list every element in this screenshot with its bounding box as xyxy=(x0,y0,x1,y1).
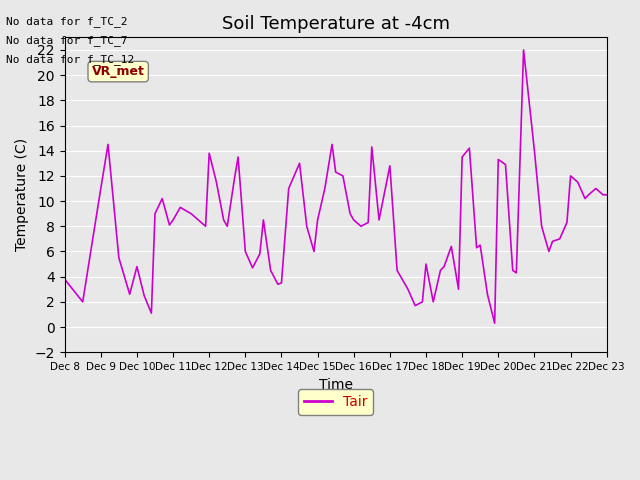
Text: No data for f_TC_7: No data for f_TC_7 xyxy=(6,35,128,46)
Title: Soil Temperature at -4cm: Soil Temperature at -4cm xyxy=(221,15,450,33)
Text: No data for f_TC_2: No data for f_TC_2 xyxy=(6,16,128,27)
Text: VR_met: VR_met xyxy=(92,65,145,78)
X-axis label: Time: Time xyxy=(319,377,353,392)
Y-axis label: Temperature (C): Temperature (C) xyxy=(15,138,29,252)
Legend: Tair: Tair xyxy=(298,389,373,415)
Text: No data for f_TC_12: No data for f_TC_12 xyxy=(6,54,134,65)
